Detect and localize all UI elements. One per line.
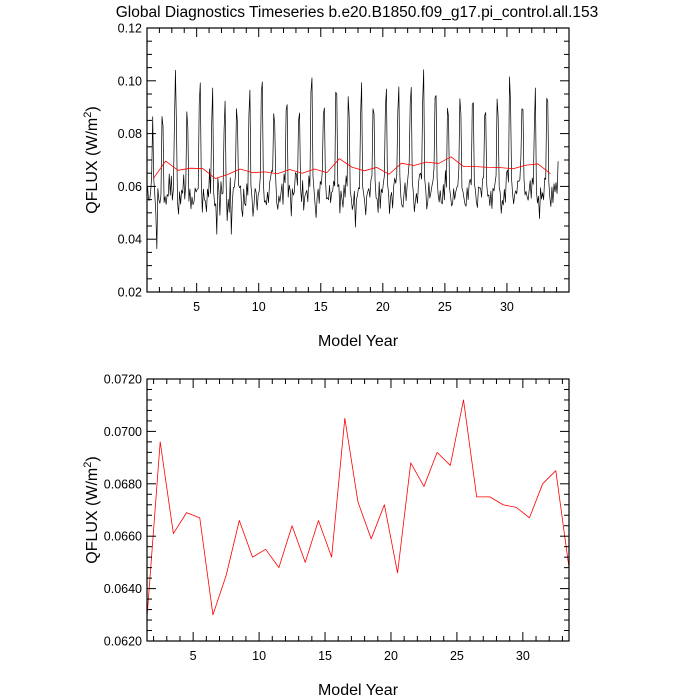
y-axis-title-superscript: 2 [82,112,94,118]
x-tick-label: 20 [376,300,390,314]
x-tick-label: 10 [252,649,266,663]
y-tick-label: 0.0640 [104,582,142,596]
x-tick-label: 15 [318,649,332,663]
bottom-annual-mean-panel: 5 10 15 20 25 30 0.0620 0.0640 0.0660 0.0680 0.070… [82,373,570,699]
y-tick-label: 0.02 [118,286,142,300]
y-tick-label: 0.06 [118,180,142,194]
y-tick-label: 0.10 [118,74,142,88]
x-tick-label: 25 [438,300,452,314]
y-tick-label: 0.0720 [104,373,142,387]
x-axis-title: Model Year [318,682,399,699]
series-line-annual [146,399,570,618]
y-tick-label: 0.0620 [104,635,142,649]
y-tick-label: 0.04 [118,233,142,247]
y-axis-title-main: QFLUX (W/m [84,118,101,214]
y-tick-label: 0.0660 [104,530,142,544]
y-tick-label: 0.0700 [104,425,142,439]
x-tick-label: 5 [190,649,197,663]
figure-title: Global Diagnostics Timeseries b.e20.B185… [116,4,599,21]
y-axis-title-superscript: 2 [82,462,94,468]
x-tick-label: 5 [193,300,200,314]
plot-frame [146,378,570,642]
top-timeseries-panel: 5 10 15 20 25 30 0.02 0.04 0.06 0.08 0.10 0.12 Model… [82,22,570,350]
series-line-monthly [147,69,559,250]
series-line-annual [152,156,551,179]
x-tick-label: 10 [252,300,266,314]
plot-frame [146,27,570,293]
y-tick-label: 0.08 [118,127,142,141]
y-axis-title-main: QFLUX (W/m [84,468,101,564]
x-tick-label: 25 [450,649,464,663]
y-axis-title: QFLUX (W/m2) [82,456,101,563]
y-axis-title-close: ) [84,106,101,111]
y-tick-label: 0.0680 [104,477,142,491]
x-axis-title: Model Year [318,333,399,350]
x-tick-label: 20 [384,649,398,663]
x-tick-label: 30 [516,649,530,663]
x-tick-label: 30 [500,300,514,314]
y-axis-title: QFLUX (W/m2) [82,106,101,213]
y-tick-label: 0.12 [118,22,142,36]
x-tick-label: 15 [314,300,328,314]
y-axis-title-close: ) [84,456,101,461]
